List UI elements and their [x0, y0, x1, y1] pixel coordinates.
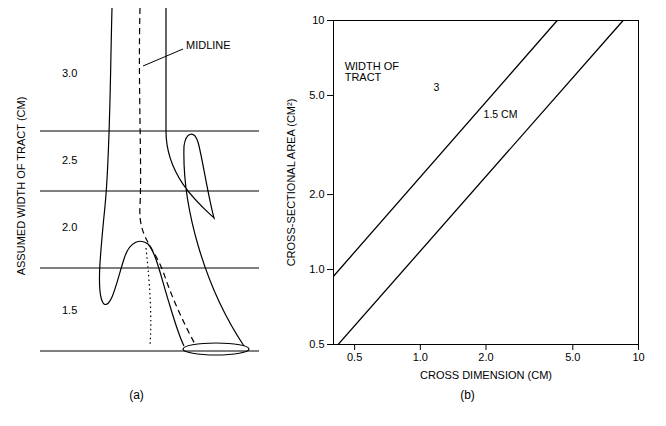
- svg-text:1.0: 1.0: [413, 351, 428, 363]
- svg-text:1.5: 1.5: [62, 304, 77, 316]
- svg-text:CROSS DIMENSION (CM): CROSS DIMENSION (CM): [420, 369, 552, 381]
- html-text:(b): (b): [460, 388, 475, 402]
- svg-text:3: 3: [434, 81, 440, 93]
- svg-text:2.5: 2.5: [62, 154, 77, 166]
- html-text:(a): (a): [129, 388, 144, 402]
- svg-text:2.0: 2.0: [309, 188, 324, 200]
- svg-text:5.0: 5.0: [309, 89, 324, 101]
- svg-text:10: 10: [312, 14, 324, 26]
- svg-text:0.5: 0.5: [347, 351, 362, 363]
- svg-text:3.0: 3.0: [62, 67, 77, 79]
- svg-text:1.5 CM: 1.5 CM: [484, 108, 518, 120]
- svg-text:2.0: 2.0: [62, 221, 77, 233]
- svg-text:MIDLINE: MIDLINE: [186, 39, 231, 51]
- svg-text:2.0: 2.0: [478, 351, 493, 363]
- svg-text:WIDTH OFTRACT: WIDTH OFTRACT: [345, 60, 400, 83]
- svg-text:5.0: 5.0: [565, 351, 580, 363]
- svg-text:0.5: 0.5: [309, 338, 324, 350]
- svg-text:CROSS-SECTIONAL AREA (CM²): CROSS-SECTIONAL AREA (CM²): [285, 99, 297, 267]
- svg-text:10: 10: [632, 351, 644, 363]
- svg-text:ASSUMED WIDTH OF TRACT (CM): ASSUMED WIDTH OF TRACT (CM): [15, 97, 27, 276]
- svg-text:1.0: 1.0: [309, 263, 324, 275]
